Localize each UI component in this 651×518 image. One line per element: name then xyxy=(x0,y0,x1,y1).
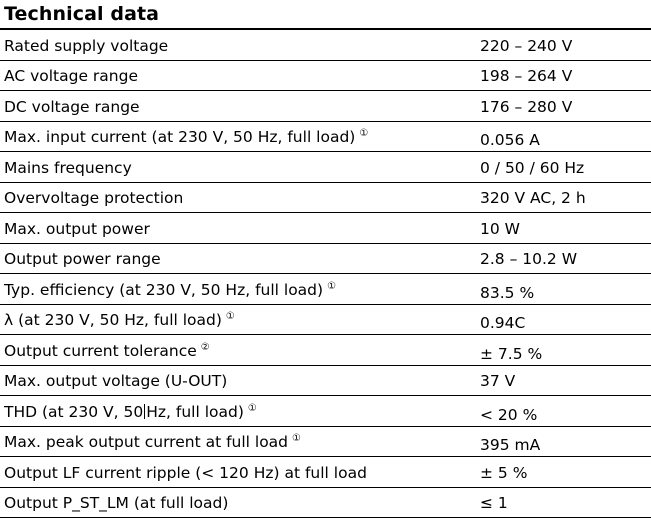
table-row: Output power range 2.8 – 10.2 W xyxy=(0,244,651,274)
table-row: Output LF current ripple (< 120 Hz) at f… xyxy=(0,457,651,488)
row-value: < 20 % xyxy=(480,405,538,424)
table-row: Typ. efficiency (at 230 V, 50 Hz, full l… xyxy=(0,274,651,305)
row-value: ≤ 1 xyxy=(480,494,508,512)
row-label: Overvoltage protection xyxy=(4,189,184,207)
row-label: Max. output power xyxy=(4,219,150,238)
row-label: Max. peak output current at full load ① xyxy=(4,429,301,452)
footnote-marker: ② xyxy=(200,341,210,353)
footnote-marker: ① xyxy=(225,311,235,322)
row-value: 37 V xyxy=(480,372,516,390)
table-row: Output P_ST_LM (at full load) ≤ 1 xyxy=(0,488,651,518)
row-label: λ (at 230 V, 50 Hz, full load) ① xyxy=(4,307,235,330)
footnote-marker: ① xyxy=(327,280,337,292)
technical-data-table: Rated supply voltage 220 – 240 V AC volt… xyxy=(0,30,651,518)
table-row: THD (at 230 V, 50 Hz, full load) ① < 20 % xyxy=(0,396,651,427)
row-label: Max. output voltage (U-OUT) xyxy=(4,372,228,390)
row-value: 198 – 264 V xyxy=(480,67,573,85)
table-row: Max. output voltage (U-OUT) 37 V xyxy=(0,366,651,396)
table-row: AC voltage range 198 – 264 V xyxy=(0,61,651,91)
footnote-marker: ① xyxy=(247,402,257,414)
row-label: AC voltage range xyxy=(4,67,138,85)
table-row: Output current tolerance ② ± 7.5 % xyxy=(0,335,651,366)
row-value: 83.5 % xyxy=(480,283,535,302)
row-value: 0 / 50 / 60 Hz xyxy=(480,158,585,177)
row-label: Output current tolerance ② xyxy=(4,338,210,361)
row-value: 395 mA xyxy=(480,436,541,454)
section-title: Technical data xyxy=(4,3,160,25)
text-cursor xyxy=(144,403,146,419)
table-row: Rated supply voltage 220 – 240 V xyxy=(0,30,651,61)
row-label: Output power range xyxy=(4,250,161,268)
table-row: λ (at 230 V, 50 Hz, full load) ① 0.94C xyxy=(0,305,651,335)
title-divider xyxy=(0,28,651,30)
row-value: 320 V AC, 2 h xyxy=(480,189,586,207)
table-row: Max. output power 10 W xyxy=(0,213,651,244)
row-value: 220 – 240 V xyxy=(480,36,573,55)
table-row: DC voltage range 176 – 280 V xyxy=(0,91,651,122)
row-label: Rated supply voltage xyxy=(4,36,169,55)
row-label: Output P_ST_LM (at full load) xyxy=(4,494,229,512)
table-row: Max. peak output current at full load ① 3… xyxy=(0,427,651,457)
row-value: 0.94C xyxy=(480,314,526,332)
row-value: 2.8 – 10.2 W xyxy=(480,250,578,268)
table-row: Max. input current (at 230 V, 50 Hz, ful… xyxy=(0,122,651,152)
row-label: Mains frequency xyxy=(4,158,132,177)
row-value: ± 7.5 % xyxy=(480,344,543,363)
table-row: Overvoltage protection 320 V AC, 2 h xyxy=(0,183,651,213)
row-label: DC voltage range xyxy=(4,97,140,116)
row-label: Typ. efficiency (at 230 V, 50 Hz, full l… xyxy=(4,277,336,300)
row-value: 176 – 280 V xyxy=(480,97,573,116)
table-row: Mains frequency 0 / 50 / 60 Hz xyxy=(0,152,651,183)
row-label: THD (at 230 V, 50 Hz, full load) ① xyxy=(4,399,257,422)
footnote-marker: ① xyxy=(292,433,301,444)
row-label: Max. input current (at 230 V, 50 Hz, ful… xyxy=(4,124,368,147)
footnote-marker: ① xyxy=(359,128,369,139)
row-value: ± 5 % xyxy=(480,463,528,482)
row-value: 10 W xyxy=(480,219,520,238)
row-value: 0.056 A xyxy=(480,131,540,149)
row-label: Output LF current ripple (< 120 Hz) at f… xyxy=(4,463,367,482)
